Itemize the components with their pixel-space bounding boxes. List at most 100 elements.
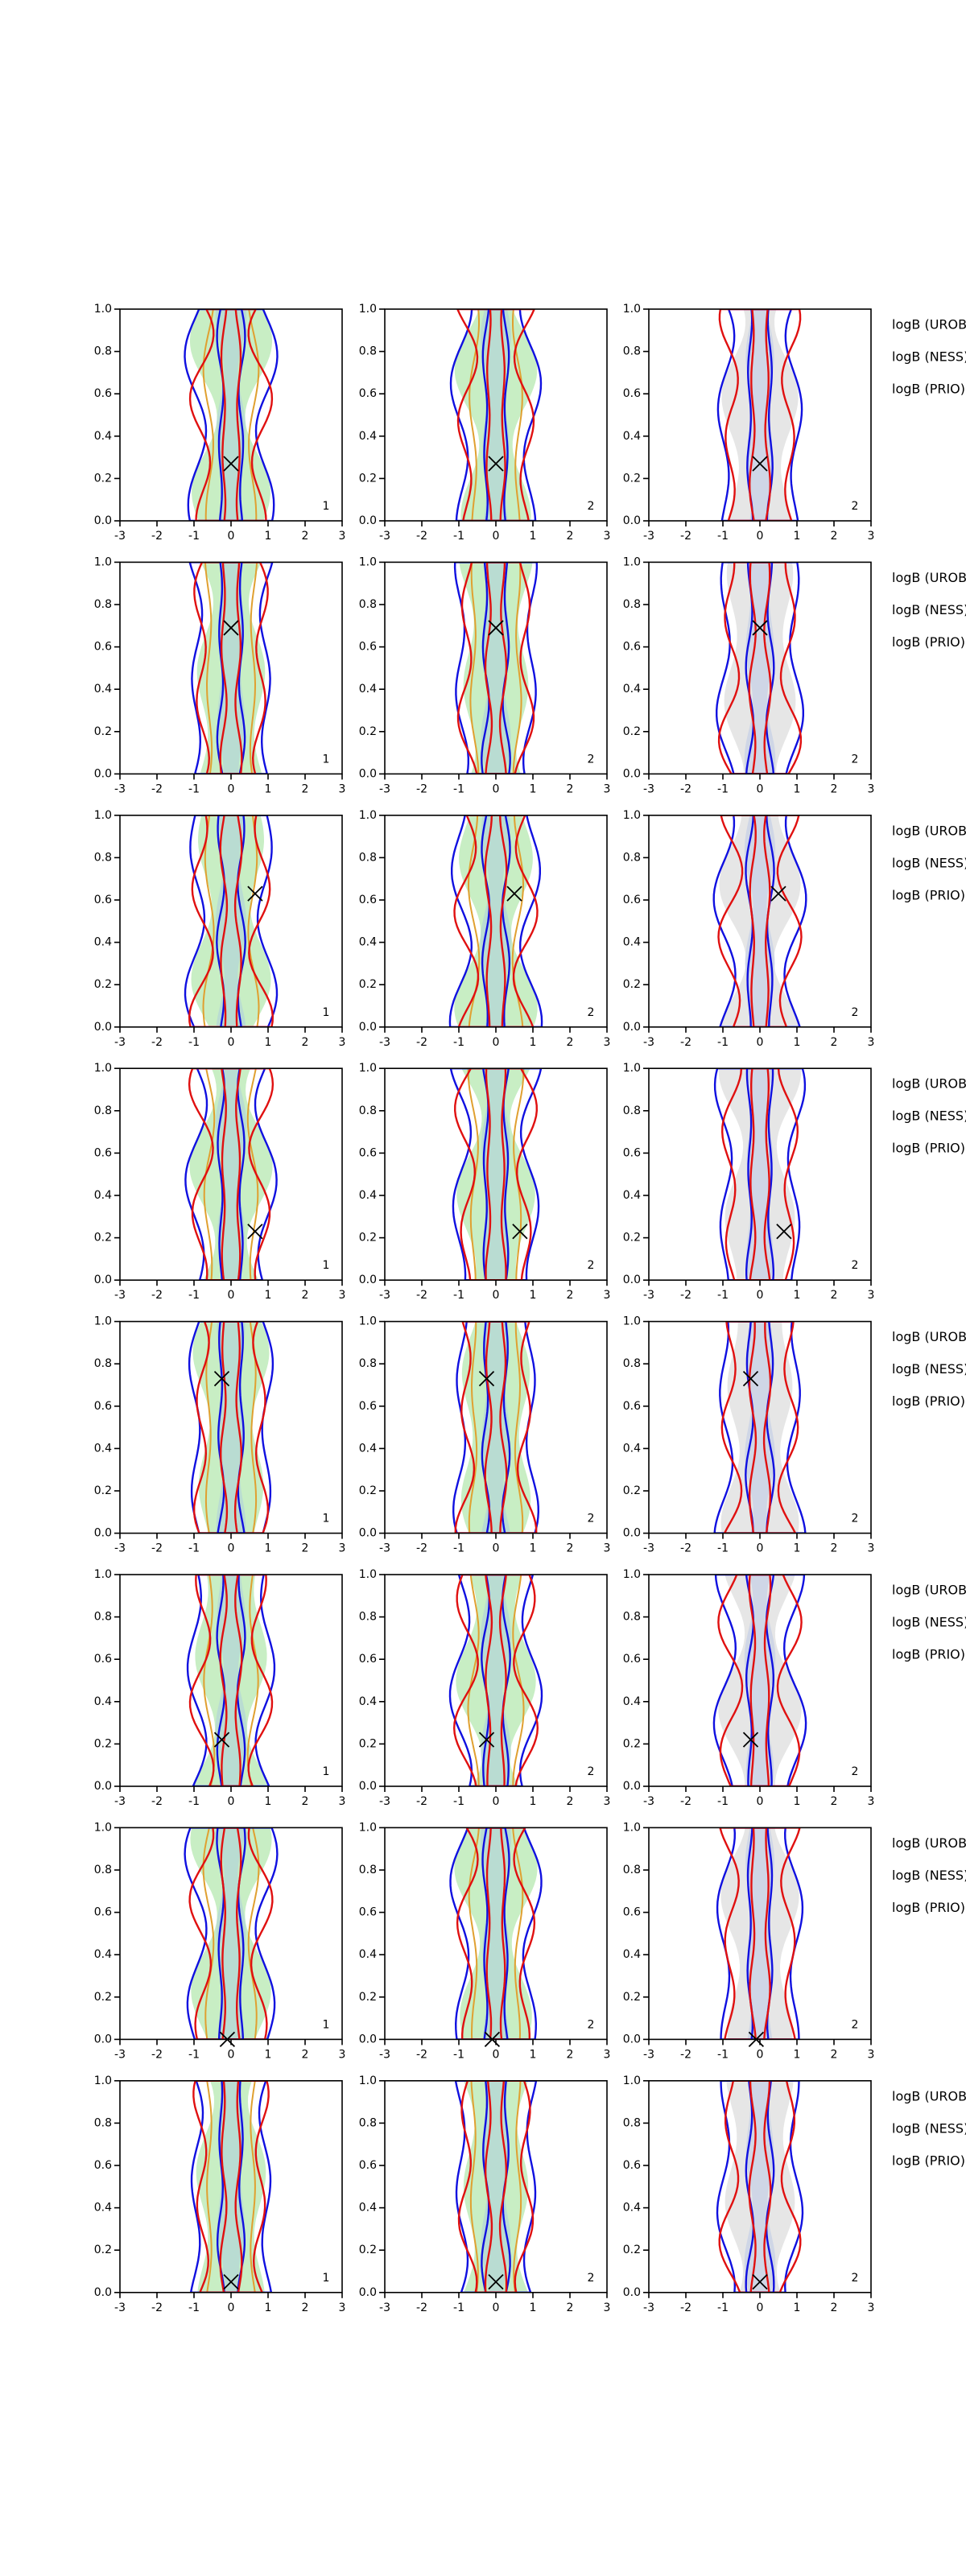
y-tick-label: 0.4 <box>94 430 112 443</box>
y-tick-label: 0.6 <box>359 641 377 654</box>
y-tick-label: 0.2 <box>94 1991 112 2004</box>
x-tick-label: -2 <box>416 1289 427 1302</box>
x-tick-label: -2 <box>151 530 163 543</box>
x-tick-label: -1 <box>188 2301 200 2314</box>
y-tick-label: 0.0 <box>94 1527 112 1540</box>
x-tick-label: 1 <box>530 1289 537 1302</box>
x-tick-label: 2 <box>302 2048 309 2061</box>
y-tick-label: 0.4 <box>94 936 112 949</box>
panel: -3 -2 -1 0 1 2 3 0.0 0.2 0.4 0.6 0.8 1.0 1 <box>94 1821 346 2061</box>
x-tick-label: -3 <box>643 1289 654 1302</box>
x-tick-label: -3 <box>379 1795 390 1808</box>
panel-annotation: 2 <box>852 1259 859 1272</box>
logb-label: logB (UROB) = <box>892 2088 966 2103</box>
y-tick-label: 0.2 <box>359 472 377 485</box>
x-tick-label: -2 <box>416 2301 427 2314</box>
panel-annotation: 2 <box>852 2018 859 2031</box>
y-tick-label: 0.4 <box>623 1948 641 1961</box>
y-tick-label: 0.8 <box>359 1357 377 1370</box>
x-tick-label: -1 <box>717 1289 729 1302</box>
logb-label: logB (NESS) = <box>892 1361 966 1377</box>
orange-contour <box>467 1575 525 1786</box>
red-contour-outer <box>718 309 802 521</box>
y-tick-label: 0.0 <box>94 1274 112 1286</box>
y-tick-label: 0.2 <box>94 2244 112 2256</box>
x-tick-label: -1 <box>453 530 464 543</box>
y-tick-label: 0.2 <box>623 472 641 485</box>
x-tick-label: -2 <box>151 1795 163 1808</box>
x-tick-label: -1 <box>717 1795 729 1808</box>
marker <box>752 2274 768 2290</box>
x-tick-label: 3 <box>868 2301 875 2314</box>
x-tick-label: 2 <box>567 1036 574 1049</box>
y-tick-label: 1.0 <box>623 1315 641 1328</box>
orange-contour <box>469 562 522 774</box>
contours <box>189 2080 273 2293</box>
panel-annotation: 2 <box>588 500 595 513</box>
y-tick-label: 0.4 <box>623 936 641 949</box>
y-tick-label: 0.8 <box>94 598 112 611</box>
x-tick-label: 1 <box>265 1036 272 1049</box>
blue-contour-inner <box>481 2080 511 2293</box>
contours <box>449 1068 543 1281</box>
marker <box>484 2031 501 2048</box>
panel: -3 -2 -1 0 1 2 3 0.0 0.2 0.4 0.6 0.8 1.0 2 <box>623 809 875 1049</box>
x-tick-label: -1 <box>453 1289 464 1302</box>
x-tick-label: 2 <box>302 1036 309 1049</box>
x-tick-label: 0 <box>757 782 764 795</box>
marker <box>478 1370 495 1387</box>
y-tick-label: 0.6 <box>359 1906 377 1919</box>
y-tick-label: 0.0 <box>94 1021 112 1034</box>
y-tick-label: 0.0 <box>623 1021 641 1034</box>
y-tick-label: 0.0 <box>94 767 112 780</box>
x-tick-label: 3 <box>339 2301 346 2314</box>
x-tick-label: 2 <box>831 530 838 543</box>
x-tick-label: -1 <box>188 2048 200 2061</box>
x-tick-label: -3 <box>643 1795 654 1808</box>
x-tick-label: 3 <box>604 1289 611 1302</box>
x-tick-label: -3 <box>114 2301 126 2314</box>
x-tick-label: 2 <box>831 1795 838 1808</box>
panel-annotation: 2 <box>588 1513 595 1525</box>
y-tick-label: 0.4 <box>94 2202 112 2215</box>
x-tick-label: 3 <box>604 2048 611 2061</box>
x-tick-label: 1 <box>530 1795 537 1808</box>
blue-contour-outer <box>716 309 803 521</box>
logb-label: logB (UROB) = <box>892 1076 966 1092</box>
x-tick-label: 1 <box>265 1795 272 1808</box>
red-contour-outer <box>456 562 535 774</box>
x-tick-label: 1 <box>265 530 272 543</box>
x-tick-label: -1 <box>717 1542 729 1555</box>
x-tick-label: 1 <box>530 1036 537 1049</box>
blue-contour-inner <box>481 309 510 521</box>
contours <box>716 2080 804 2293</box>
y-tick-label: 0.6 <box>359 2159 377 2172</box>
y-tick-label: 0.8 <box>94 1611 112 1624</box>
logb-label: logB (PRIO) = <box>892 1900 966 1915</box>
x-tick-label: 1 <box>265 2301 272 2314</box>
red-contour-outer <box>452 1575 539 1786</box>
panel: -3 -2 -1 0 1 2 3 0.0 0.2 0.4 0.6 0.8 1.0 2 <box>359 809 611 1049</box>
y-tick-label: 0.8 <box>623 345 641 358</box>
panel-annotation: 2 <box>852 1765 859 1778</box>
x-tick-label: 0 <box>493 1542 500 1555</box>
x-tick-label: -3 <box>643 2301 654 2314</box>
marker <box>776 1224 792 1240</box>
contours <box>188 562 274 774</box>
y-tick-label: 1.0 <box>623 303 641 316</box>
logb-label: logB (PRIO) = <box>892 1393 966 1409</box>
y-tick-label: 0.4 <box>94 1948 112 1961</box>
y-tick-label: 0.8 <box>359 2116 377 2129</box>
x-tick-label: -2 <box>680 782 691 795</box>
contours <box>712 1575 807 1786</box>
y-tick-label: 1.0 <box>623 555 641 568</box>
orange-contour <box>469 2080 522 2293</box>
y-tick-label: 0.0 <box>623 1780 641 1793</box>
panel-annotation: 2 <box>852 500 859 513</box>
x-tick-label: -1 <box>453 1795 464 1808</box>
x-tick-label: -3 <box>643 1036 654 1049</box>
panel: -3 -2 -1 0 1 2 3 0.0 0.2 0.4 0.6 0.8 1.0 2 <box>359 2074 611 2314</box>
y-tick-label: 0.8 <box>94 1864 112 1876</box>
x-tick-label: -3 <box>379 1036 390 1049</box>
x-tick-label: 0 <box>493 782 500 795</box>
